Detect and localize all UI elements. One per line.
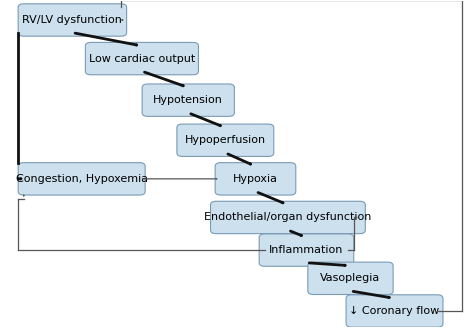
FancyBboxPatch shape: [210, 201, 365, 234]
Text: Hypoxia: Hypoxia: [233, 174, 278, 184]
Text: Hypoperfusion: Hypoperfusion: [185, 135, 266, 145]
Text: Endothelial/organ dysfunction: Endothelial/organ dysfunction: [204, 213, 372, 222]
Text: Low cardiac output: Low cardiac output: [89, 53, 195, 64]
Text: Congestion, Hypoxemia: Congestion, Hypoxemia: [16, 174, 148, 184]
Text: Hypotension: Hypotension: [153, 95, 223, 105]
FancyBboxPatch shape: [177, 124, 274, 156]
FancyBboxPatch shape: [142, 84, 234, 116]
Text: Vasoplegia: Vasoplegia: [320, 273, 381, 283]
FancyBboxPatch shape: [18, 4, 127, 36]
FancyBboxPatch shape: [308, 262, 393, 295]
Text: Inflammation: Inflammation: [269, 245, 344, 255]
Text: RV/LV dysfunction: RV/LV dysfunction: [22, 15, 122, 25]
Text: ↓ Coronary flow: ↓ Coronary flow: [349, 306, 440, 316]
FancyBboxPatch shape: [259, 234, 354, 266]
FancyBboxPatch shape: [18, 163, 145, 195]
FancyBboxPatch shape: [346, 295, 443, 327]
FancyBboxPatch shape: [215, 163, 296, 195]
FancyBboxPatch shape: [85, 42, 199, 75]
